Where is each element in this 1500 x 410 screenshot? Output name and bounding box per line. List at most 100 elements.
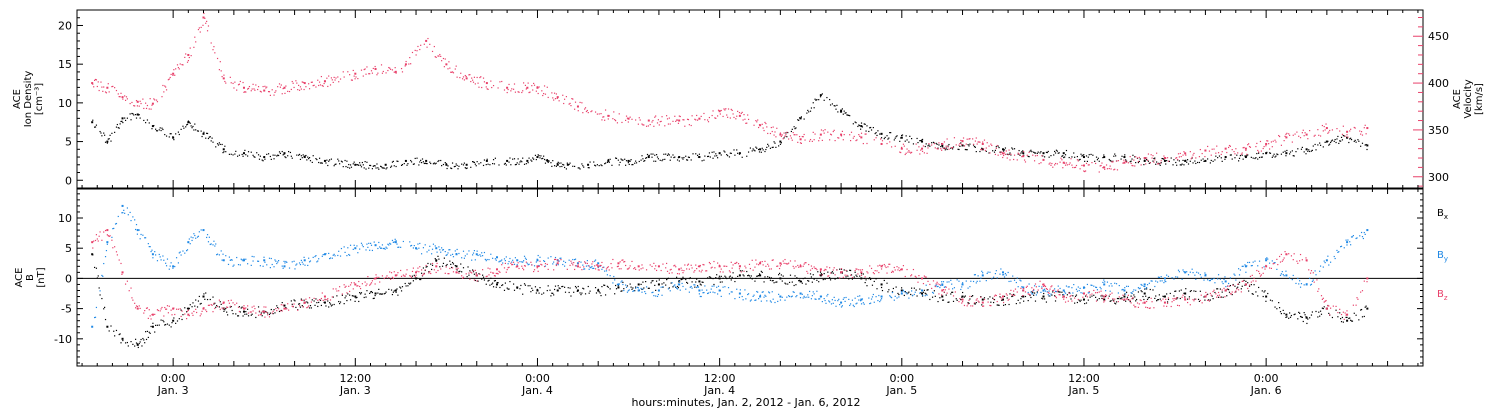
data-cloud-point-density xyxy=(539,157,541,159)
data-cloud-point-density xyxy=(434,163,436,165)
data-cloud-point-density xyxy=(655,154,658,156)
data-cloud-point-velocity xyxy=(600,113,602,115)
data-cloud-point-bx xyxy=(1240,288,1242,290)
data-cloud-point-density xyxy=(544,162,547,164)
data-cloud-point-bz xyxy=(1096,291,1099,294)
data-cloud-point-velocity xyxy=(1192,154,1194,156)
data-cloud-point-density xyxy=(148,122,150,124)
data-cloud-point-bz xyxy=(506,269,508,271)
data-cloud-point-bz xyxy=(1308,269,1310,271)
data-cloud-point-by xyxy=(471,254,474,256)
data-cloud-point-by xyxy=(762,291,764,293)
data-cloud-point-density xyxy=(400,164,403,166)
data-cloud-point-bx xyxy=(1011,295,1013,298)
data-cloud-point-bx xyxy=(1252,293,1254,295)
data-cloud-point-by xyxy=(891,291,894,294)
data-cloud-point-bx xyxy=(547,285,549,287)
data-cloud-point-bz xyxy=(1210,294,1212,296)
data-cloud-point-density xyxy=(527,162,529,164)
data-cloud-point-by xyxy=(1314,270,1316,272)
data-cloud-point-density xyxy=(727,155,729,157)
data-cloud-point-velocity xyxy=(1087,164,1089,166)
data-cloud-point-density xyxy=(326,159,328,161)
data-cloud-point-bx xyxy=(562,285,564,288)
data-cloud-point-velocity xyxy=(102,90,104,92)
data-cloud-point-bx xyxy=(410,282,412,284)
data-cloud-point-bz xyxy=(523,269,525,271)
data-cloud-point-bx xyxy=(808,280,810,282)
data-cloud-point-velocity xyxy=(972,143,975,145)
data-cloud-point-bz xyxy=(993,295,996,297)
data-cloud-point-velocity xyxy=(880,138,882,140)
data-cloud-point-bx xyxy=(255,316,257,319)
data-cloud-point-density xyxy=(550,162,552,164)
data-cloud-point-density xyxy=(528,157,530,159)
data-cloud-point-bx xyxy=(888,289,890,291)
data-cloud-point-bz xyxy=(778,267,781,270)
data-cloud-point-by xyxy=(1030,291,1032,293)
data-cloud-point-velocity xyxy=(577,110,579,112)
data-cloud-point-velocity xyxy=(1329,129,1331,132)
data-cloud-point-velocity xyxy=(1248,145,1251,148)
data-cloud-point-velocity xyxy=(783,132,785,134)
data-cloud-point-bz xyxy=(1137,306,1140,308)
data-cloud-point-velocity xyxy=(326,77,328,79)
data-cloud-point-bx xyxy=(459,270,461,272)
data-cloud-point-bx xyxy=(482,274,484,276)
data-cloud-point-bx xyxy=(454,264,456,267)
data-point-velocity xyxy=(1184,152,1187,155)
data-cloud-point-density xyxy=(423,162,425,165)
data-cloud-point-density xyxy=(543,158,546,161)
data-cloud-point-density xyxy=(995,146,997,148)
data-cloud-point-density xyxy=(1056,150,1058,152)
data-cloud-point-bx xyxy=(291,303,293,305)
data-cloud-point-density xyxy=(164,133,166,136)
data-cloud-point-density xyxy=(565,168,568,170)
data-cloud-point-velocity xyxy=(553,92,556,94)
data-cloud-point-bz xyxy=(163,315,165,317)
data-cloud-point-bx xyxy=(220,303,222,305)
data-cloud-point-bz xyxy=(864,276,866,278)
data-cloud-point-density xyxy=(238,154,241,156)
data-cloud-point-density xyxy=(185,126,187,128)
data-cloud-point-bx xyxy=(992,301,995,304)
data-cloud-point-bx xyxy=(1066,294,1068,296)
data-cloud-point-density xyxy=(1134,156,1136,158)
data-cloud-point-bx xyxy=(860,273,863,275)
data-cloud-point-velocity xyxy=(1099,165,1101,167)
data-cloud-point-density xyxy=(917,141,919,144)
data-cloud-point-density xyxy=(959,145,961,147)
data-cloud-point-bz xyxy=(1095,292,1097,294)
data-point-density xyxy=(485,159,488,162)
data-cloud-point-velocity xyxy=(282,87,284,90)
data-cloud-point-by xyxy=(791,295,793,297)
data-cloud-point-bx xyxy=(541,293,543,295)
data-cloud-point-velocity xyxy=(720,109,722,112)
data-cloud-point-bx xyxy=(829,277,831,279)
data-cloud-point-bz xyxy=(390,272,393,274)
data-cloud-point-bz xyxy=(494,275,496,277)
data-cloud-point-by xyxy=(693,284,695,286)
data-point-velocity xyxy=(1244,147,1247,150)
data-cloud-point-velocity xyxy=(782,138,784,140)
data-cloud-point-bz xyxy=(1312,272,1314,274)
data-cloud-point-density xyxy=(609,158,611,160)
data-cloud-point-velocity xyxy=(433,45,435,48)
data-cloud-point-bz xyxy=(714,267,716,269)
data-cloud-point-velocity xyxy=(1132,165,1134,167)
data-cloud-point-bz xyxy=(537,270,539,272)
data-cloud-point-bx xyxy=(1132,298,1134,300)
data-cloud-point-density xyxy=(1063,156,1065,159)
data-cloud-point-bz xyxy=(208,304,210,306)
data-cloud-point-bz xyxy=(543,265,546,268)
data-point-density xyxy=(1082,156,1085,159)
data-cloud-point-velocity xyxy=(700,115,702,118)
data-cloud-point-velocity xyxy=(468,74,470,76)
data-cloud-point-velocity xyxy=(1349,130,1351,132)
data-cloud-point-by xyxy=(275,260,277,262)
data-cloud-point-bx xyxy=(1342,321,1344,323)
data-cloud-point-bx xyxy=(154,331,156,333)
data-point-density xyxy=(941,144,944,147)
data-cloud-point-density xyxy=(145,122,147,124)
data-cloud-point-bx xyxy=(771,280,773,282)
